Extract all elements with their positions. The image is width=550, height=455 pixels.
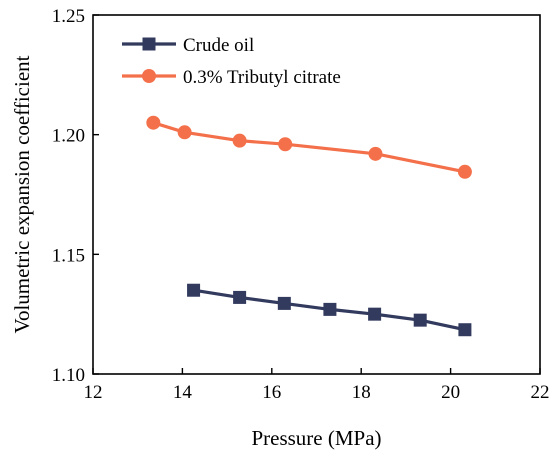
plot-border bbox=[92, 14, 541, 375]
data-point bbox=[278, 137, 293, 152]
x-axis-title: Pressure (MPa) bbox=[251, 426, 381, 450]
legend-label: 0.3% Tributyl citrate bbox=[183, 67, 341, 88]
data-point bbox=[232, 133, 247, 148]
y-axis-ticks: 1.10 1.15 1.20 1.25 bbox=[52, 6, 99, 386]
series-layer bbox=[146, 115, 472, 337]
data-point bbox=[458, 323, 472, 337]
legend-item: Crude oil bbox=[122, 35, 254, 56]
data-point bbox=[233, 290, 247, 304]
x-tick-label: 12 bbox=[84, 382, 103, 403]
data-point bbox=[323, 302, 337, 316]
x-tick-label: 22 bbox=[531, 382, 550, 403]
x-axis-ticks: 12 14 16 18 20 22 bbox=[84, 368, 550, 403]
data-point bbox=[142, 69, 156, 83]
legend: Crude oil 0.3% Tributyl citrate bbox=[122, 35, 341, 88]
y-tick-label: 1.25 bbox=[52, 6, 85, 27]
y-tick-label: 1.20 bbox=[52, 126, 85, 147]
data-point bbox=[368, 146, 383, 161]
x-tick-label: 18 bbox=[352, 382, 371, 403]
series-crude-oil bbox=[187, 283, 472, 337]
data-point bbox=[142, 37, 156, 51]
series-line bbox=[152, 121, 466, 174]
y-tick-label: 1.15 bbox=[52, 245, 85, 266]
legend-item: 0.3% Tributyl citrate bbox=[122, 67, 341, 88]
y-tick-label: 1.10 bbox=[52, 365, 85, 386]
data-point bbox=[413, 313, 427, 327]
y-axis-title: Volumetric expansion coefficient bbox=[10, 55, 34, 333]
x-tick-label: 20 bbox=[441, 382, 460, 403]
x-tick-label: 14 bbox=[173, 382, 193, 403]
x-tick-label: 16 bbox=[262, 382, 281, 403]
legend-label: Crude oil bbox=[183, 35, 254, 56]
data-point bbox=[457, 164, 472, 179]
plot-frame bbox=[92, 14, 541, 375]
data-point bbox=[277, 296, 291, 310]
data-point bbox=[177, 125, 192, 140]
series-tributyl-citrate bbox=[146, 115, 472, 179]
data-point bbox=[368, 307, 382, 321]
data-point bbox=[187, 283, 201, 297]
data-point bbox=[146, 115, 161, 130]
